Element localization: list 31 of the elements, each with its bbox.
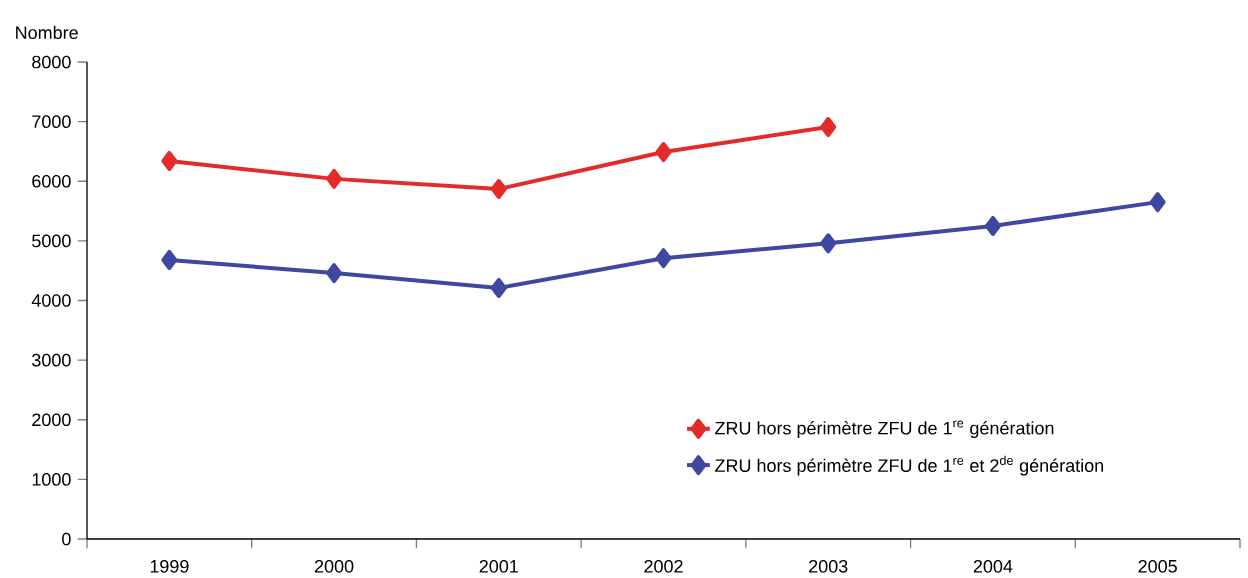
point	[820, 117, 837, 137]
x-tick-label: 1999	[150, 559, 189, 573]
y-tick-label: 2000	[32, 413, 71, 427]
point	[490, 179, 507, 200]
point	[655, 248, 672, 269]
x-tick-label: 2003	[809, 559, 848, 573]
x-tick-label: 2001	[479, 559, 518, 573]
y-tick-label: 0	[62, 532, 71, 546]
x-tick-label: 2002	[644, 559, 683, 573]
y-tick-label: 8000	[32, 55, 71, 69]
point	[161, 249, 178, 270]
legend-label: ZRU hors périmètre ZFU de 1$^{re}$ et 2$^{de}$ génération	[715, 455, 1104, 476]
point	[490, 277, 507, 298]
point	[326, 168, 343, 189]
y-tick-label: 3000	[32, 353, 71, 367]
point	[984, 215, 1001, 236]
point	[161, 150, 178, 171]
y-tick-label: 7000	[32, 115, 71, 128]
point	[820, 233, 837, 254]
y-tick-label: 4000	[31, 294, 71, 307]
point	[655, 142, 672, 163]
point	[1149, 192, 1166, 213]
y-tick-label: 6000	[32, 174, 71, 188]
x-tick-label: 2000	[314, 559, 354, 573]
y-tick-label: 1000	[32, 473, 71, 486]
x-tick-label: 2005	[1138, 559, 1177, 573]
legend-label: ZRU hors périmètre ZFU de 1$^{re}$ génération	[715, 420, 1054, 439]
point	[326, 263, 343, 284]
x-tick-label: 2004	[973, 559, 1013, 573]
y-tick-label: 5000	[32, 234, 71, 248]
y-axis-title: Nombre	[16, 25, 78, 40]
